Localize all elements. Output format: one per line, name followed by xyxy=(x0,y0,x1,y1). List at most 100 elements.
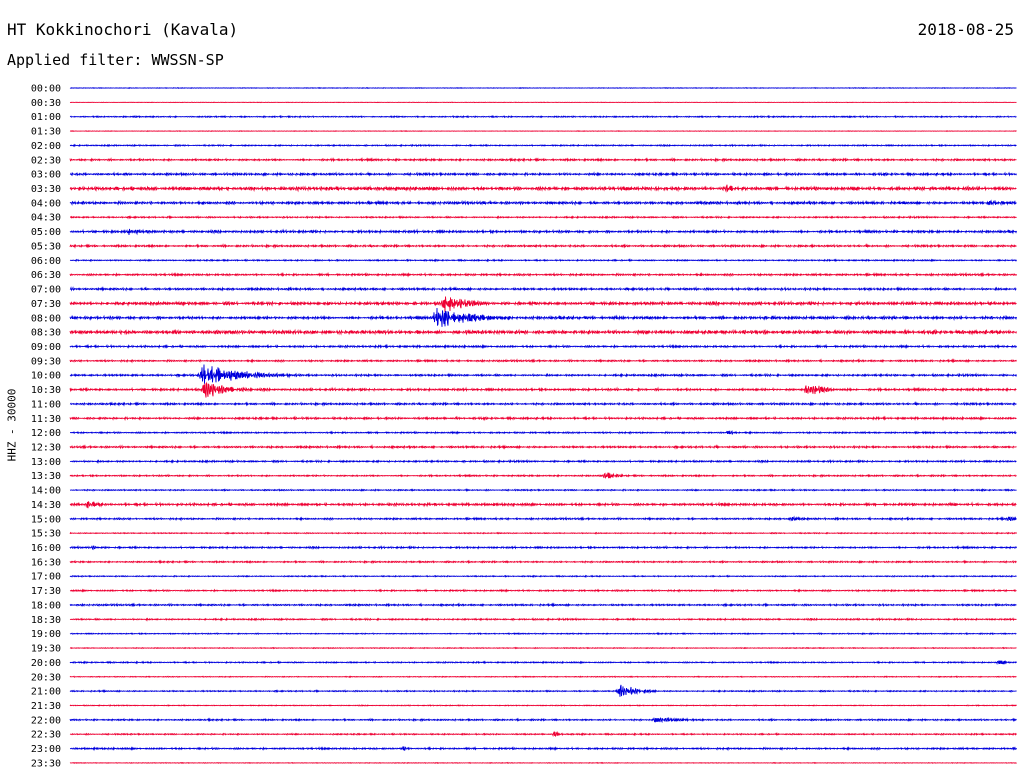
trace-row xyxy=(69,730,1017,738)
trace-row xyxy=(69,258,1017,263)
time-label: 05:00 xyxy=(31,227,61,238)
trace-row xyxy=(69,358,1017,364)
trace-row xyxy=(69,501,1017,509)
time-label: 17:30 xyxy=(31,586,61,597)
trace-row xyxy=(69,716,1017,724)
time-label: 23:00 xyxy=(31,744,61,755)
time-label: 08:00 xyxy=(31,313,61,324)
trace-row xyxy=(69,574,1017,578)
trace-row xyxy=(69,659,1017,666)
trace-row xyxy=(69,617,1017,622)
time-label: 12:00 xyxy=(31,428,61,439)
time-label: 10:00 xyxy=(31,371,61,382)
trace-row xyxy=(69,401,1017,407)
time-label: 11:30 xyxy=(31,414,61,425)
filter-label: Applied filter: WWSSN-SP xyxy=(7,51,224,69)
trace-row xyxy=(69,296,1017,312)
trace-row xyxy=(69,307,1017,327)
trace-row xyxy=(69,243,1017,249)
trace-row xyxy=(69,704,1017,707)
time-label: 14:30 xyxy=(31,500,61,511)
time-label: 04:30 xyxy=(31,213,61,224)
time-label: 23:30 xyxy=(31,758,61,769)
trace-row xyxy=(69,415,1017,422)
trace-row xyxy=(69,228,1017,236)
time-label: 13:00 xyxy=(31,457,61,468)
trace-row xyxy=(69,130,1017,133)
time-label: 20:00 xyxy=(31,658,61,669)
time-label: 15:00 xyxy=(31,514,61,525)
time-label: 17:00 xyxy=(31,572,61,583)
trace-row xyxy=(69,364,1017,384)
trace-row xyxy=(69,381,1017,398)
trace-row xyxy=(69,631,1017,636)
trace-row xyxy=(69,761,1017,764)
trace-row xyxy=(69,746,1017,752)
time-label: 08:30 xyxy=(31,328,61,339)
time-label: 19:30 xyxy=(31,644,61,655)
time-label: 15:30 xyxy=(31,529,61,540)
trace-row xyxy=(69,114,1017,119)
time-label: 18:00 xyxy=(31,600,61,611)
time-label: 14:00 xyxy=(31,486,61,497)
trace-row xyxy=(69,444,1017,450)
time-label: 06:30 xyxy=(31,270,61,281)
trace-row xyxy=(69,184,1017,193)
time-label: 05:30 xyxy=(31,241,61,252)
time-label: 21:30 xyxy=(31,701,61,712)
trace-row xyxy=(69,343,1017,350)
trace-row xyxy=(69,602,1017,608)
trace-row xyxy=(69,86,1017,90)
trace-row xyxy=(69,430,1017,436)
time-label: 22:00 xyxy=(31,715,61,726)
trace-row xyxy=(69,171,1017,178)
time-label: 01:00 xyxy=(31,112,61,123)
trace-row xyxy=(69,675,1017,679)
time-label: 12:30 xyxy=(31,443,61,454)
time-label: 20:30 xyxy=(31,672,61,683)
time-label: 01:30 xyxy=(31,127,61,138)
trace-row xyxy=(69,458,1017,465)
time-label: 16:30 xyxy=(31,557,61,568)
time-label: 02:30 xyxy=(31,155,61,166)
trace-row xyxy=(69,488,1017,493)
trace-row xyxy=(69,328,1017,336)
time-label: 09:30 xyxy=(31,356,61,367)
time-label: 16:00 xyxy=(31,543,61,554)
time-label: 13:30 xyxy=(31,471,61,482)
trace-row xyxy=(69,199,1017,207)
trace-row xyxy=(69,515,1017,522)
trace-row xyxy=(69,588,1017,594)
time-label: 04:00 xyxy=(31,198,61,209)
trace-row xyxy=(69,646,1017,650)
time-label: 03:00 xyxy=(31,170,61,181)
trace-row xyxy=(69,143,1017,148)
time-label: 09:00 xyxy=(31,342,61,353)
trace-row xyxy=(69,156,1017,163)
station-title: HT Kokkinochori (Kavala) xyxy=(7,20,239,39)
time-label: 11:00 xyxy=(31,399,61,410)
trace-row xyxy=(69,271,1017,278)
time-label: 21:00 xyxy=(31,687,61,698)
trace-row xyxy=(69,531,1017,535)
time-label: 00:00 xyxy=(31,84,61,95)
time-label: 18:30 xyxy=(31,615,61,626)
trace-row xyxy=(69,214,1017,220)
trace-row xyxy=(69,101,1017,104)
time-label: 00:30 xyxy=(31,98,61,109)
trace-row xyxy=(69,472,1017,479)
trace-row xyxy=(69,286,1017,293)
time-label: 22:30 xyxy=(31,730,61,741)
trace-row xyxy=(69,544,1017,551)
record-date: 2018-08-25 xyxy=(917,20,1014,39)
time-label: 10:30 xyxy=(31,385,61,396)
trace-row xyxy=(69,684,1017,697)
trace-row xyxy=(69,559,1017,565)
time-label: 06:00 xyxy=(31,256,61,267)
time-label: 02:00 xyxy=(31,141,61,152)
time-label: 07:30 xyxy=(31,299,61,310)
time-label: 07:00 xyxy=(31,285,61,296)
time-label: 03:30 xyxy=(31,184,61,195)
time-label: 19:00 xyxy=(31,629,61,640)
